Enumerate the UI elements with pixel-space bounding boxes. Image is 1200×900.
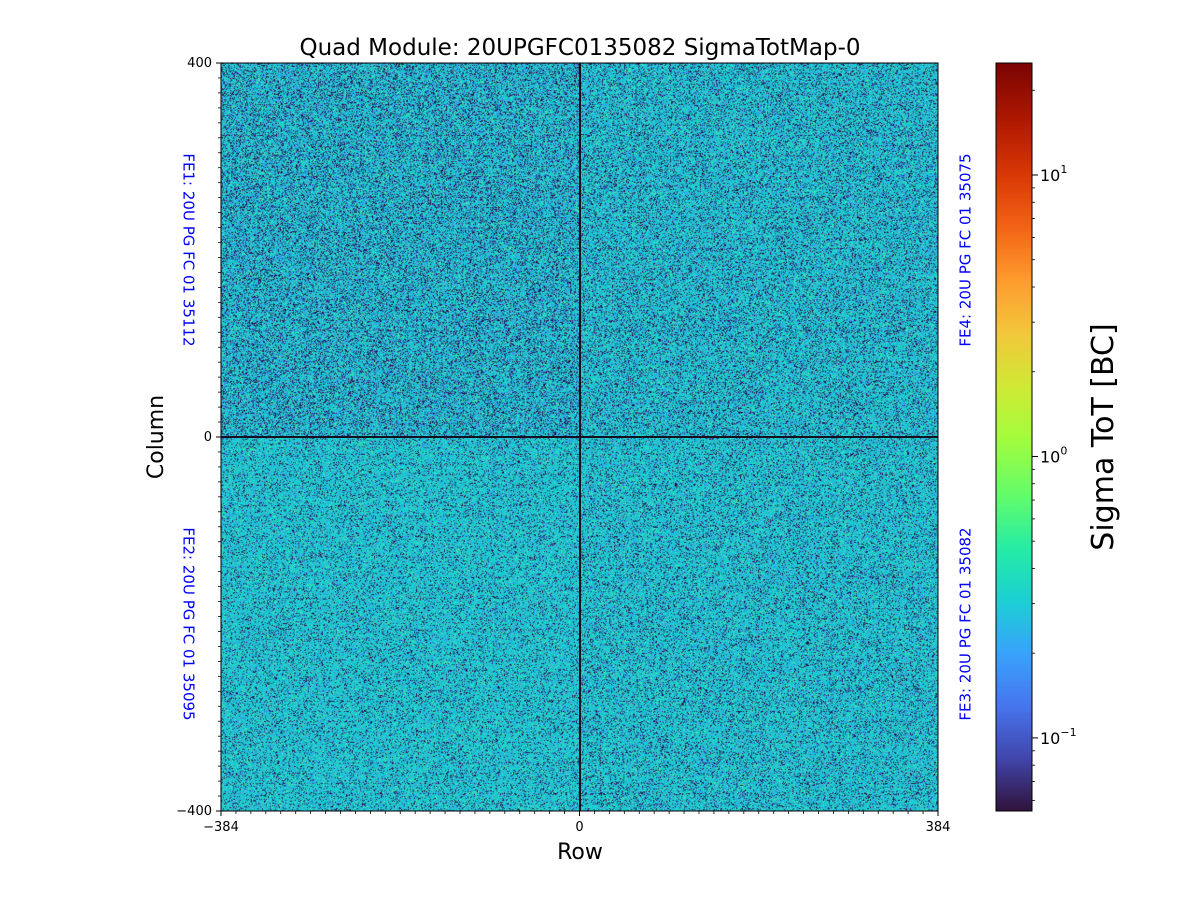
x-tick-label: 384 [926, 820, 951, 835]
colorbar-tick-base: 10 [1040, 447, 1060, 466]
colorbar-tick-exp: −1 [1060, 726, 1076, 739]
colorbar-tick-label: 100 [1040, 444, 1067, 466]
fe1-label: FE1: 20U PG FC 01 35112 [180, 153, 198, 346]
colorbar-tick-label: 10−1 [1040, 726, 1077, 748]
y-axis: 400 0 −400 [176, 56, 221, 819]
colorbar-tick-base: 10 [1040, 729, 1060, 748]
x-tick-label: 0 [575, 820, 583, 835]
colorbar-tick-exp: 1 [1060, 163, 1067, 176]
x-axis: −384 0 384 [203, 811, 950, 835]
colorbar-tick-base: 10 [1040, 166, 1060, 185]
y-tick-label: 400 [187, 56, 212, 71]
heatmap-plot-area [221, 63, 938, 811]
fe3-label: FE3: 20U PG FC 01 35082 [957, 527, 975, 720]
y-axis-label: Column [144, 395, 169, 479]
colorbar-tick-exp: 0 [1060, 444, 1067, 457]
colorbar-label: Sigma ToT [BC] [1086, 323, 1121, 550]
x-axis-label: Row [557, 840, 603, 865]
x-tick-label: −384 [203, 820, 239, 835]
fe2-label: FE2: 20U PG FC 01 35095 [180, 527, 198, 720]
fe4-label: FE4: 20U PG FC 01 35075 [957, 153, 975, 346]
colorbar-gradient [995, 62, 1033, 812]
y-tick-label: 0 [204, 430, 212, 445]
y-tick-label: −400 [176, 804, 212, 819]
colorbar-tick-label: 101 [1040, 163, 1067, 185]
chart-title: Quad Module: 20UPGFC0135082 SigmaTotMap-… [300, 35, 861, 61]
